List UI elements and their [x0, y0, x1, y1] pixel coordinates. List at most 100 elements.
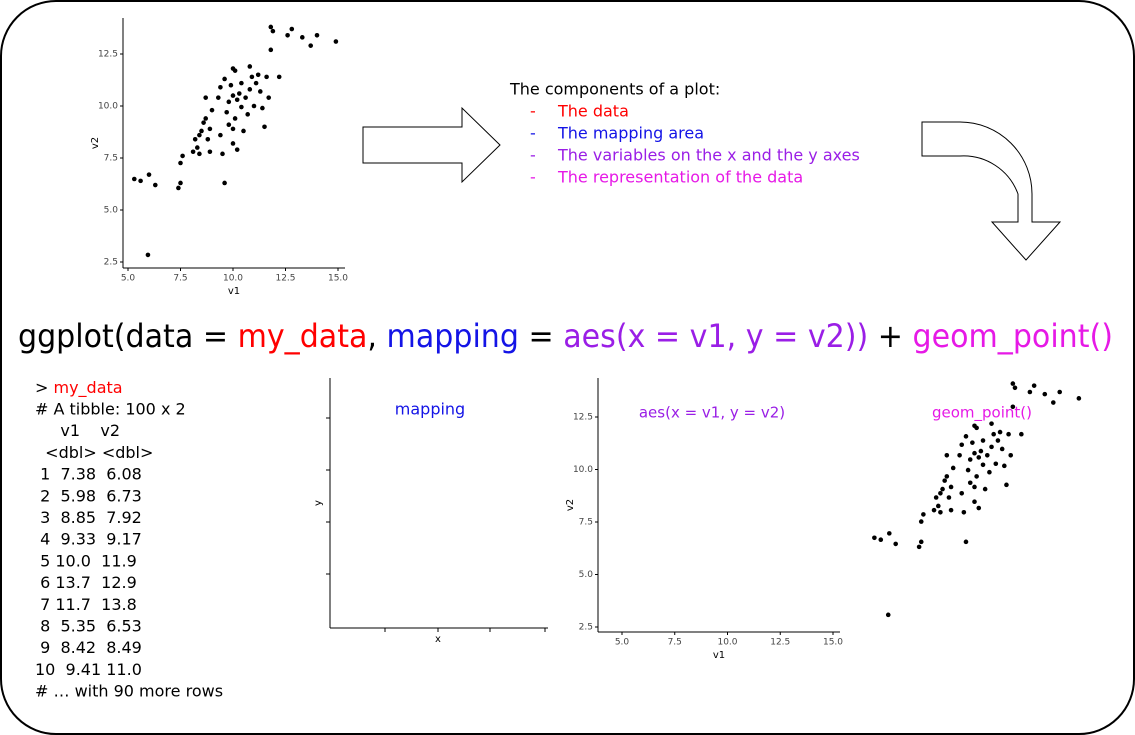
- x-tick-label: 15.0: [823, 638, 843, 648]
- point: [959, 490, 965, 496]
- point: [270, 28, 276, 34]
- y-tick-label: 2.5: [579, 623, 593, 633]
- plot-geom: [872, 381, 1082, 618]
- point: [921, 512, 926, 517]
- point: [989, 421, 994, 426]
- point: [940, 486, 945, 492]
- y-label: v2: [565, 499, 576, 511]
- point: [1012, 385, 1018, 391]
- code-part: geom_point(): [913, 317, 1113, 355]
- x-tick-label: 5.0: [615, 638, 630, 648]
- point: [972, 499, 977, 505]
- point: [972, 484, 977, 490]
- y-tick-label: 5.0: [579, 570, 594, 580]
- point: [957, 453, 962, 458]
- point: [228, 82, 234, 88]
- point: [268, 24, 274, 30]
- point: [153, 182, 158, 188]
- point: [1006, 431, 1011, 437]
- point: [944, 453, 950, 458]
- point: [991, 431, 996, 437]
- point: [247, 87, 253, 92]
- point: [237, 91, 242, 96]
- point: [944, 474, 950, 479]
- point: [260, 105, 265, 111]
- tibble-line: 5 10.0 11.9: [35, 551, 137, 570]
- point: [197, 151, 202, 157]
- point: [976, 505, 982, 511]
- point: [978, 448, 984, 454]
- point: [972, 450, 977, 456]
- bullet: -: [530, 102, 536, 121]
- point: [222, 180, 227, 186]
- point: [938, 509, 943, 515]
- point: [984, 453, 990, 458]
- y-label: y: [313, 500, 324, 506]
- point: [946, 495, 952, 500]
- point: [243, 95, 248, 100]
- tibble-line: 1 7.38 6.08: [35, 465, 142, 484]
- tibble-line: 8 5.35 6.53: [35, 617, 142, 636]
- code-line: ggplot(data = my_data, mapping = aes(x =…: [18, 317, 1113, 355]
- tibble-line: 9 8.42 8.49: [35, 638, 142, 657]
- point: [178, 160, 183, 166]
- point: [885, 612, 891, 618]
- point: [207, 149, 213, 155]
- code-part: ,: [367, 317, 386, 355]
- prompt: >: [35, 378, 48, 397]
- code-part: ggplot(data =: [18, 317, 238, 355]
- point: [976, 455, 982, 460]
- point: [970, 440, 975, 445]
- point: [980, 438, 986, 443]
- point: [1004, 482, 1009, 488]
- point: [230, 93, 236, 98]
- point: [982, 486, 988, 492]
- y-tick-label: 7.5: [579, 518, 593, 528]
- tibble-line: <dbl> <dbl>: [35, 443, 153, 462]
- point: [1027, 389, 1033, 395]
- point: [942, 478, 947, 483]
- point: [1076, 396, 1082, 401]
- x-tick-label: 7.5: [668, 638, 682, 648]
- point: [230, 141, 236, 146]
- point: [300, 35, 305, 40]
- x-tick-label: 15.0: [328, 274, 348, 284]
- y-tick-label: 5.0: [104, 206, 119, 216]
- point: [132, 176, 137, 182]
- point: [916, 544, 922, 550]
- panel-title: aes(x = v1, y = v2): [639, 404, 785, 422]
- x-tick-label: 10.0: [223, 274, 243, 284]
- x-label: x: [435, 634, 441, 645]
- point: [146, 172, 152, 177]
- point: [190, 149, 196, 155]
- point: [255, 72, 261, 78]
- point: [266, 95, 272, 100]
- point: [197, 132, 202, 138]
- point: [264, 74, 269, 80]
- point: [268, 47, 274, 53]
- point: [226, 99, 232, 105]
- point: [1010, 381, 1016, 386]
- tibble-line: 4 9.33 9.17: [35, 530, 142, 549]
- tibble-line: v1 v2: [35, 421, 120, 440]
- code-part: aes(x = v1, y = v2)): [563, 317, 868, 355]
- plot-aes: 5.0 7.5 10.0 12.5 15.0 2.5 5.0 7.5 10.0 12.5 v1 v2: [565, 378, 843, 661]
- y-tick-label: 12.5: [98, 50, 118, 60]
- arrow-curved: [921, 121, 1062, 261]
- point: [965, 467, 971, 473]
- x-tick-label: 5.0: [121, 274, 136, 284]
- point: [239, 104, 244, 110]
- tibble-line: 2 5.98 6.73: [35, 486, 142, 505]
- point: [872, 535, 877, 541]
- point: [222, 76, 227, 82]
- point: [961, 509, 967, 515]
- point: [203, 116, 208, 121]
- point: [220, 151, 225, 157]
- tibble-line: # A tibble: 100 x 2: [35, 400, 186, 419]
- tibble-line: # … with 90 more rows: [35, 682, 223, 701]
- x-tick-label: 12.5: [770, 638, 790, 648]
- point: [195, 145, 200, 150]
- point: [258, 89, 263, 94]
- bullet: -: [530, 124, 536, 143]
